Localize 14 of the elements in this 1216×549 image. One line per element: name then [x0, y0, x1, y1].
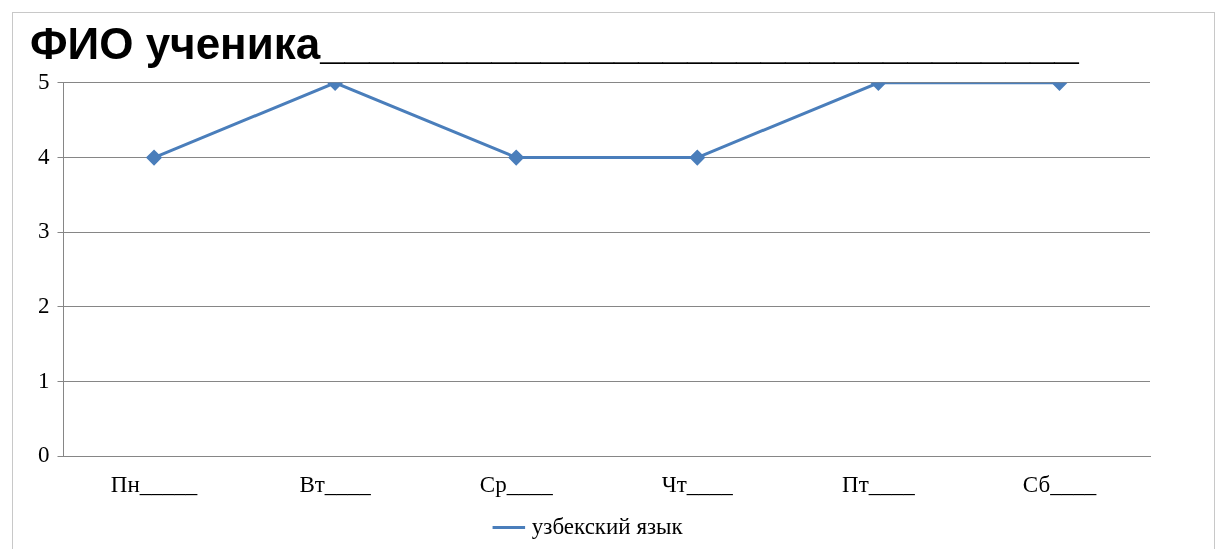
x-tick-label: Пт____ [842, 472, 916, 498]
y-tick-label: 4 [38, 143, 50, 169]
x-tick-label: Пн_____ [110, 472, 198, 498]
y-tick-label: 5 [38, 68, 50, 94]
y-tick-label: 1 [38, 367, 50, 393]
y-tick-label: 0 [38, 442, 50, 468]
x-tick-label: Вт____ [299, 472, 372, 498]
y-tick-label: 3 [38, 218, 50, 244]
x-tick-label: Ср____ [479, 472, 554, 498]
chart-title: ФИО ученика_______________________________ [30, 18, 1080, 68]
y-tick-label: 2 [38, 293, 50, 319]
legend-label: узбекский язык [531, 513, 684, 539]
x-tick-label: Сб____ [1022, 472, 1097, 498]
x-tick-label: Чт____ [661, 472, 734, 498]
